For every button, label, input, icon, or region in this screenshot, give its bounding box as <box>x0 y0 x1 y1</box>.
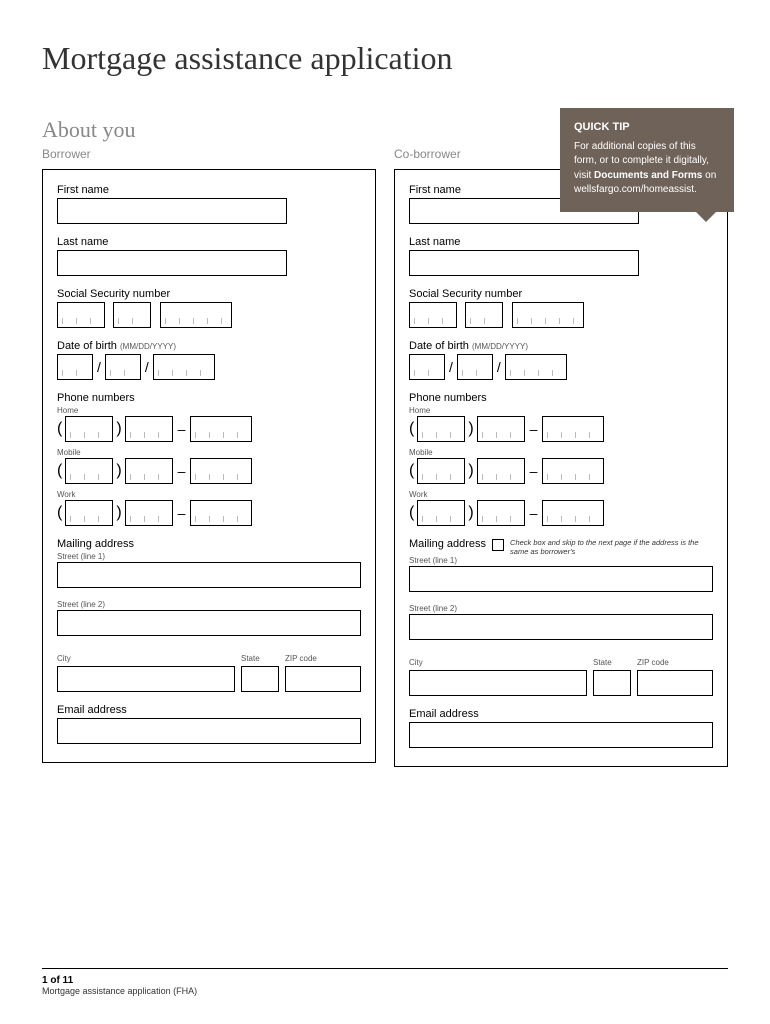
dob-label: Date of birth (MM/DD/YYYY) <box>57 340 361 352</box>
ssn-label: Social Security number <box>57 288 361 300</box>
zip-label: ZIP code <box>285 654 317 663</box>
home-area-input[interactable] <box>65 416 113 442</box>
co-home-line-input[interactable] <box>542 416 604 442</box>
same-address-checkbox[interactable] <box>492 539 504 551</box>
tip-bold: Documents and Forms <box>594 170 702 181</box>
city-label: City <box>57 654 71 663</box>
co-street1-input[interactable] <box>409 566 713 592</box>
co-dob-label: Date of birth (MM/DD/YYYY) <box>409 340 713 352</box>
mobile-phone-label: Mobile <box>57 448 361 457</box>
street2-input[interactable] <box>57 610 361 636</box>
last-name-label: Last name <box>57 236 361 248</box>
home-phone-label: Home <box>57 406 361 415</box>
dob-slash-2: / <box>145 359 149 375</box>
co-street1-label: Street (line 1) <box>409 556 713 565</box>
co-ssn-3-input[interactable] <box>512 302 584 328</box>
quick-tip-callout: QUICK TIP For additional copies of this … <box>560 108 734 212</box>
street2-label: Street (line 2) <box>57 600 361 609</box>
phones-label: Phone numbers <box>57 392 361 404</box>
co-street2-label: Street (line 2) <box>409 604 713 613</box>
ssn-3-input[interactable] <box>160 302 232 328</box>
city-input[interactable] <box>57 666 235 692</box>
co-mobile-prefix-input[interactable] <box>477 458 525 484</box>
co-work-prefix-input[interactable] <box>477 500 525 526</box>
tip-title: QUICK TIP <box>574 120 720 136</box>
work-phone-label: Work <box>57 490 361 499</box>
co-work-phone-label: Work <box>409 490 713 499</box>
co-street2-input[interactable] <box>409 614 713 640</box>
zip-input[interactable] <box>285 666 361 692</box>
co-home-prefix-input[interactable] <box>477 416 525 442</box>
dob-yyyy-input[interactable] <box>153 354 215 380</box>
dob-mm-input[interactable] <box>57 354 93 380</box>
page-footer: 1 of 11 Mortgage assistance application … <box>42 968 728 996</box>
mailing-label: Mailing address <box>57 538 361 550</box>
co-city-label: City <box>409 658 423 667</box>
co-email-input[interactable] <box>409 722 713 748</box>
page-number: 1 of 11 <box>42 975 728 986</box>
borrower-form: First name Last name Social Security num… <box>42 169 376 763</box>
street1-label: Street (line 1) <box>57 552 361 561</box>
borrower-header: Borrower <box>42 147 376 161</box>
co-last-name-input[interactable] <box>409 250 639 276</box>
page-title: Mortgage assistance application <box>42 40 728 77</box>
work-prefix-input[interactable] <box>125 500 173 526</box>
home-line-input[interactable] <box>190 416 252 442</box>
dob-dd-input[interactable] <box>105 354 141 380</box>
street1-input[interactable] <box>57 562 361 588</box>
same-address-note: Check box and skip to the next page if t… <box>510 538 713 556</box>
co-work-line-input[interactable] <box>542 500 604 526</box>
co-work-area-input[interactable] <box>417 500 465 526</box>
co-phones-label: Phone numbers <box>409 392 713 404</box>
co-mobile-line-input[interactable] <box>542 458 604 484</box>
home-prefix-input[interactable] <box>125 416 173 442</box>
borrower-column: Borrower First name Last name Social Sec… <box>42 147 376 767</box>
dob-slash-1: / <box>97 359 101 375</box>
co-home-area-input[interactable] <box>417 416 465 442</box>
work-line-input[interactable] <box>190 500 252 526</box>
co-mobile-phone-label: Mobile <box>409 448 713 457</box>
co-mailing-label: Mailing address <box>409 538 486 550</box>
document-name: Mortgage assistance application (FHA) <box>42 986 728 996</box>
co-zip-input[interactable] <box>637 670 713 696</box>
mobile-line-input[interactable] <box>190 458 252 484</box>
co-state-input[interactable] <box>593 670 631 696</box>
ssn-1-input[interactable] <box>57 302 105 328</box>
co-mobile-area-input[interactable] <box>417 458 465 484</box>
co-city-input[interactable] <box>409 670 587 696</box>
mobile-prefix-input[interactable] <box>125 458 173 484</box>
co-state-label: State <box>593 658 612 667</box>
mobile-area-input[interactable] <box>65 458 113 484</box>
email-input[interactable] <box>57 718 361 744</box>
co-zip-label: ZIP code <box>637 658 669 667</box>
co-dob-yyyy-input[interactable] <box>505 354 567 380</box>
co-ssn-2-input[interactable] <box>465 302 503 328</box>
ssn-2-input[interactable] <box>113 302 151 328</box>
state-label: State <box>241 654 260 663</box>
last-name-input[interactable] <box>57 250 287 276</box>
coborrower-form: First name Last name Social Security num… <box>394 169 728 767</box>
co-ssn-label: Social Security number <box>409 288 713 300</box>
co-email-label: Email address <box>409 708 713 720</box>
state-input[interactable] <box>241 666 279 692</box>
email-label: Email address <box>57 704 361 716</box>
co-dob-dd-input[interactable] <box>457 354 493 380</box>
coborrower-column: Co-borrower First name Last name Social … <box>394 147 728 767</box>
co-dob-mm-input[interactable] <box>409 354 445 380</box>
first-name-input[interactable] <box>57 198 287 224</box>
work-area-input[interactable] <box>65 500 113 526</box>
first-name-label: First name <box>57 184 361 196</box>
co-ssn-1-input[interactable] <box>409 302 457 328</box>
co-last-name-label: Last name <box>409 236 713 248</box>
co-home-phone-label: Home <box>409 406 713 415</box>
